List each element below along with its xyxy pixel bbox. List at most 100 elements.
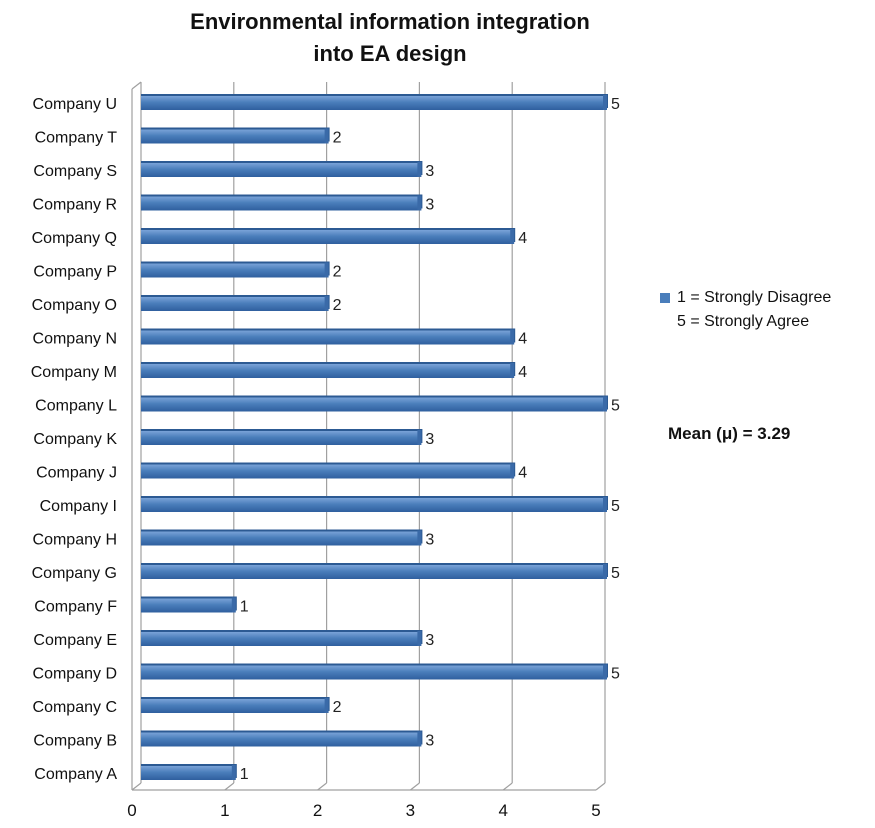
bar-end-cap [324,262,329,278]
mean-annotation: Mean (μ) = 3.29 [668,424,791,443]
bar-end-cap [510,229,515,244]
bar [141,129,327,144]
wall-top-edge [131,81,142,90]
category-label: Company L [35,398,117,415]
value-label: 4 [518,230,527,247]
legend-text-2: 5 = Strongly Agree [677,313,810,330]
bar [141,766,234,780]
value-label: 5 [611,96,620,113]
category-label: Company N [33,331,117,348]
legend-text-1: 1 = Strongly Disagree [677,289,832,306]
category-label: Company M [31,364,117,381]
category-label: Company K [33,431,117,448]
bar [141,330,513,345]
category-label: Company T [35,130,118,147]
category-label: Company Q [32,230,117,247]
bar-end-cap [231,765,236,780]
bar-end-cap [324,296,329,311]
bar-end-cap [603,95,607,110]
bar [141,565,605,579]
floor-line [317,782,327,791]
bars-layer [141,94,608,780]
floor-line [502,782,513,791]
value-label: 2 [333,130,342,147]
value-label: 3 [425,163,434,180]
bar-end-cap [603,664,607,680]
bar-end-cap [603,497,607,512]
category-label: Company E [33,632,117,649]
value-label: 5 [611,498,620,515]
bar-end-cap [603,564,607,579]
floor-line [131,782,142,791]
bar-end-cap [510,363,515,378]
value-label: 4 [518,364,527,381]
bar-end-cap [603,396,607,412]
value-label: 3 [425,431,434,448]
bar [141,364,513,378]
value-label: 1 [240,599,249,616]
x-tick-label: 5 [591,801,600,820]
labels-layer: 0 1 2 3 4 5 Company A 1 Company B 3 Company C 2 Comp… [31,96,620,820]
bar [141,498,605,512]
bar-end-cap [510,329,515,345]
value-label: 5 [611,565,620,582]
bar-end-cap [417,430,422,445]
bar [141,263,327,278]
x-tick-label: 1 [220,801,229,820]
floor-line [410,782,420,791]
value-label: 2 [333,297,342,314]
bar-end-cap [417,162,422,177]
legend-row-1: 1 = Strongly Disagree [660,286,831,310]
bar-end-cap [417,195,422,211]
category-label: Company U [33,96,117,113]
category-label: Company J [36,465,117,482]
x-tick-label: 2 [313,801,322,820]
bar [141,699,327,713]
value-label: 2 [333,264,342,281]
bar [141,464,513,479]
bar [141,96,605,110]
category-label: Company S [33,163,117,180]
category-label: Company D [33,666,117,683]
value-label: 5 [611,666,620,683]
value-label: 1 [240,766,249,783]
bar [141,196,420,211]
value-label: 3 [425,733,434,750]
bar [141,297,327,311]
value-label: 3 [425,532,434,549]
bar [141,230,513,244]
value-label: 5 [611,398,620,415]
category-label: Company F [34,599,117,616]
bar-end-cap [417,631,422,646]
bar [141,531,420,546]
bar-end-cap [231,597,236,613]
category-label: Company P [33,264,117,281]
bar-end-cap [324,128,329,144]
value-label: 4 [518,331,527,348]
category-label: Company I [40,498,117,515]
chart-title-line-2: into EA design [313,41,467,66]
bar-end-cap [417,731,422,747]
value-label: 2 [333,699,342,716]
x-tick-label: 3 [406,801,415,820]
bar [141,665,605,680]
chart-title: Environmental information integration in… [0,6,780,70]
category-label: Company O [32,297,117,314]
bar-end-cap [324,698,329,713]
bar [141,632,420,646]
value-label: 4 [518,465,527,482]
legend-row-2: 5 = Strongly Agree [660,310,831,334]
bar-end-cap [417,530,422,546]
bar [141,598,234,613]
legend-swatch [660,293,670,303]
floor-line [224,782,235,791]
legend: 1 = Strongly Disagree 5 = Strongly Agree [660,286,831,334]
value-label: 3 [425,632,434,649]
x-tick-label: 4 [498,801,507,820]
category-label: Company B [33,733,117,750]
category-label: Company G [32,565,117,582]
bar-end-cap [510,463,515,479]
bar [141,431,420,445]
category-label: Company C [33,699,117,716]
